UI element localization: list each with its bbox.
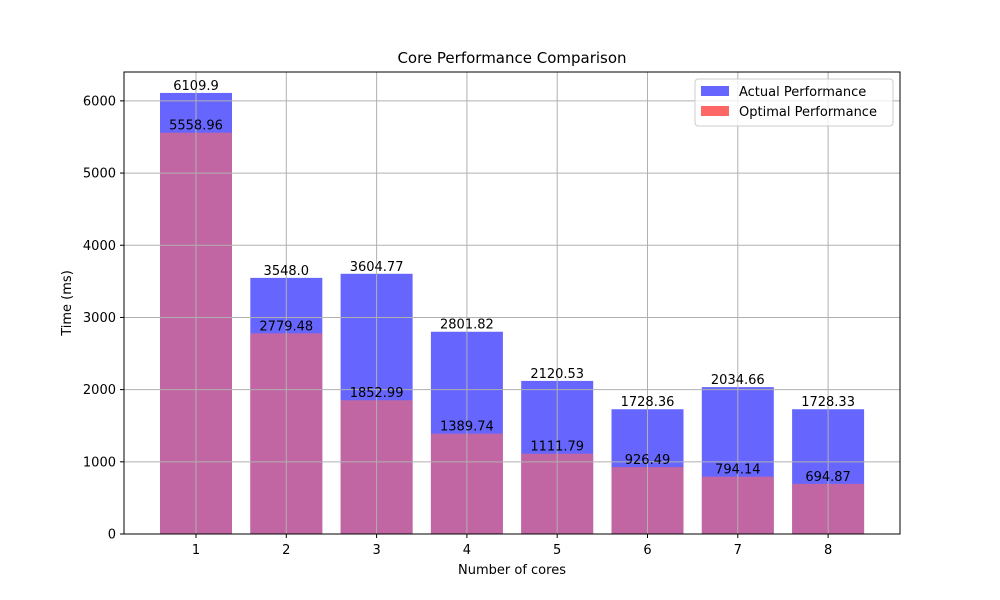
y-tick-label: 5000 [83, 167, 116, 182]
x-tick-label: 8 [824, 543, 832, 558]
y-tick-label: 4000 [83, 239, 116, 254]
data-label-optimal: 1852.99 [350, 386, 404, 401]
chart-title: Core Performance Comparison [397, 49, 626, 67]
data-label-optimal: 926.49 [625, 453, 671, 468]
legend-swatch-actual [701, 86, 729, 96]
data-labels: 6109.9 3548.0 3604.77 2801.82 2120.53 1728.36… [169, 79, 855, 485]
x-tick-label: 3 [372, 543, 380, 558]
data-label-actual: 3604.77 [350, 260, 404, 275]
y-tick-label: 3000 [83, 311, 116, 326]
legend-frame [694, 78, 894, 127]
data-label-actual: 2801.82 [440, 318, 494, 333]
axis-ticks: 0 1000 2000 3000 4000 5000 6000 1 2 3 4 5 6 7 8 [83, 94, 832, 558]
legend: Actual Performance Optimal Performance [694, 78, 894, 127]
data-label-actual: 6109.9 [173, 79, 219, 94]
data-label-optimal: 794.14 [715, 463, 761, 478]
x-tick-label: 6 [643, 543, 651, 558]
y-axis-title: Time (ms) [60, 270, 75, 337]
data-label-optimal: 1389.74 [440, 420, 494, 435]
y-tick-label: 1000 [83, 455, 116, 470]
data-label-optimal: 694.87 [805, 470, 851, 485]
x-axis-title: Number of cores [458, 563, 566, 578]
y-tick-label: 6000 [83, 94, 116, 109]
data-label-optimal: 5558.96 [169, 119, 223, 134]
x-tick-label: 7 [734, 543, 742, 558]
x-tick-label: 5 [553, 543, 561, 558]
data-label-optimal: 1111.79 [530, 440, 584, 455]
legend-label-actual: Actual Performance [739, 85, 866, 100]
y-tick-label: 2000 [83, 383, 116, 398]
x-tick-label: 1 [192, 543, 200, 558]
y-tick-label: 0 [108, 528, 116, 543]
data-label-optimal: 2779.48 [259, 319, 313, 334]
grid-lines-front [124, 72, 900, 535]
x-tick-label: 4 [463, 543, 471, 558]
legend-swatch-optimal [701, 106, 729, 116]
data-label-actual: 1728.36 [621, 395, 675, 410]
x-tick-label: 2 [282, 543, 290, 558]
data-label-actual: 2034.66 [711, 373, 765, 388]
data-label-actual: 1728.33 [801, 395, 855, 410]
legend-label-optimal: Optimal Performance [739, 105, 877, 120]
plot-frame [123, 71, 901, 535]
data-label-actual: 2120.53 [530, 367, 584, 382]
data-label-actual: 3548.0 [264, 264, 310, 279]
